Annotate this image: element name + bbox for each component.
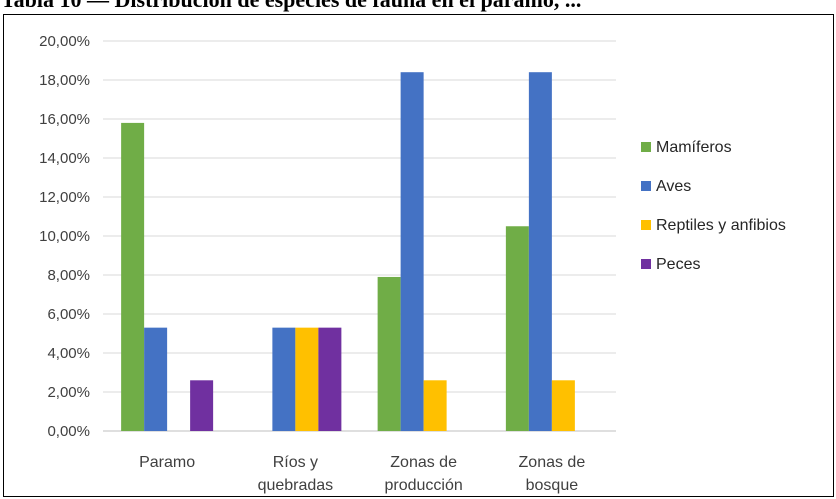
y-tick-label: 2,00% — [47, 384, 90, 401]
bar-reptiles-y-anfibios-2 — [423, 380, 447, 431]
y-tick-label: 8,00% — [47, 267, 90, 284]
legend-swatch — [641, 259, 651, 269]
y-tick-label: 16,00% — [39, 111, 90, 128]
bar-aves-1 — [272, 327, 296, 431]
legend-swatch — [641, 220, 651, 230]
bar-mamíferos-2 — [377, 276, 401, 431]
x-category-label: Ríos y quebradas — [258, 454, 334, 494]
y-tick-label: 10,00% — [39, 228, 90, 245]
bars — [121, 72, 575, 432]
legend-label: Aves — [656, 178, 691, 195]
legend-swatch — [641, 142, 651, 152]
y-axis-tick-labels: 0,00% 2,00% 4,00% 6,00% 8,00% 10,00% 12,00% 14,… — [39, 33, 90, 440]
bar-reptiles-y-anfibios-1 — [295, 327, 319, 431]
legend-swatch — [641, 181, 651, 191]
y-tick-label: 12,00% — [39, 189, 90, 206]
bar-reptiles-y-anfibios-3 — [551, 380, 575, 431]
x-category-label: Zonas de bosque — [519, 454, 586, 494]
bar-mamíferos-3 — [505, 226, 529, 431]
y-tick-label: 18,00% — [39, 72, 90, 89]
legend-label: Peces — [656, 256, 700, 273]
bar-mamíferos-0 — [121, 122, 145, 432]
x-category-label: Paramo — [139, 454, 195, 471]
x-axis-category-labels: Paramo Ríos y quebradas Zonas de producción Z… — [139, 454, 585, 494]
bar-peces-1 — [318, 327, 342, 431]
bar-peces-0 — [190, 380, 214, 431]
x-category-label: Zonas de producción — [384, 454, 462, 494]
bar-aves-0 — [144, 327, 168, 431]
bar-aves-2 — [400, 72, 424, 431]
bar-aves-3 — [528, 72, 552, 431]
y-tick-label: 0,00% — [47, 423, 90, 440]
chart-frame — [3, 14, 834, 497]
legend: Mamíferos Aves Reptiles y anfibios Peces — [641, 139, 786, 273]
chart-title: Tabla 10 — Distribución de especies de f… — [0, 0, 836, 13]
legend-label: Reptiles y anfibios — [656, 217, 786, 234]
y-tick-label: 6,00% — [47, 306, 90, 323]
y-tick-label: 4,00% — [47, 345, 90, 362]
y-tick-label: 14,00% — [39, 150, 90, 167]
y-tick-label: 20,00% — [39, 33, 90, 50]
legend-label: Mamíferos — [656, 139, 732, 156]
